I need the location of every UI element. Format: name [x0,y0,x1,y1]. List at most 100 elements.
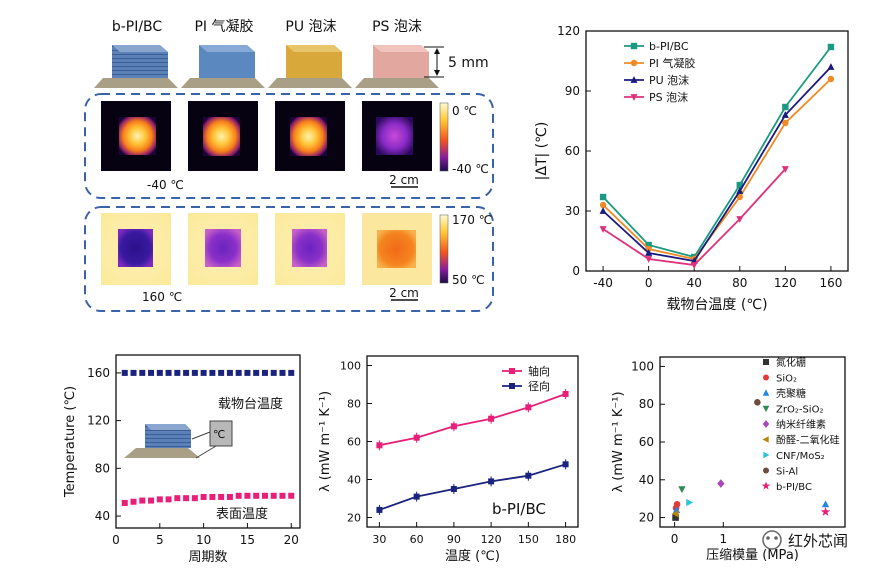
x-tick-label: 1 [719,532,727,546]
data-point [645,241,652,249]
data-point [599,207,607,214]
data-point [156,369,163,376]
y-tick-label: 60 [565,144,580,158]
thermometer-label: ℃ [213,428,225,441]
axes-frame [585,30,849,272]
cold-temp-label: -40 ℃ [147,178,184,192]
y-axis-label: Temperature (℃) [63,386,78,498]
y-axis-label: λ (mW m⁻¹ K⁻¹) [318,391,333,492]
hot-ir-box [84,206,494,312]
series-line [602,46,832,259]
legend-label: ZrO₂-SiO₂ [776,405,823,416]
legend-label: b-PI/BC [649,40,689,53]
x-tick-label: 60 [410,533,424,546]
data-point [139,497,146,504]
data-point [226,369,233,376]
data-point [488,478,495,485]
data-point [279,492,286,499]
legend-label: b-PI/BC [776,482,812,493]
legend-marker [763,451,770,459]
data-point [673,501,681,508]
data-point [261,369,268,376]
data-point [244,492,251,499]
data-point [235,369,242,376]
x-axis-label: 载物台温度 (℃) [666,297,767,313]
y-tick-label: 40 [639,473,654,487]
data-point [209,369,216,376]
legend-label: PS 泡沫 [649,90,688,104]
data-point [781,111,789,118]
data-point [165,369,172,376]
x-tick-label: 30 [372,533,386,546]
data-point [717,479,725,488]
data-point [209,493,216,500]
data-point [121,499,128,506]
x-axis-label: 温度 (℃) [445,548,500,564]
data-point [671,510,679,518]
y-tick-label: 80 [95,461,110,475]
legend-marker [509,368,515,374]
x-tick-label: 0 [112,533,120,547]
data-point [736,187,744,194]
data-point [645,249,653,256]
cold-colorbar-top: 0 ℃ [452,104,477,118]
data-point [827,63,835,70]
y-tick-label: 30 [565,204,580,218]
y-tick-label: 60 [639,435,654,449]
data-point [165,496,172,503]
series-line [602,66,832,262]
y-tick-label: 20 [347,512,361,525]
data-point [139,369,146,376]
data-point [686,498,694,507]
data-point [376,506,383,513]
legend-marker [630,76,638,83]
series-line [602,78,832,261]
cycle-inset-diagram: ℃ [124,420,233,459]
data-point [148,497,155,504]
panel-ir-images: b-PI/BC PI 气凝胶 PU 泡沫 PS 泡沫 [84,18,494,312]
x-tick-label: 40 [687,276,702,290]
chart-lambda-temp: 30 60 90 120 150 180 20 40 60 80 100 温度 (℃) λ (mW m⁻… [318,355,579,564]
legend-label: CNF/MoS₂ [776,451,825,462]
legend-marker [762,420,770,428]
data-point [488,415,495,422]
data-point [183,495,190,502]
hot-scalebar-label: 2 cm [389,286,419,300]
y-tick-label: 90 [565,84,580,98]
legend-marker [630,94,638,101]
data-point [736,181,743,189]
data-point [279,369,286,376]
y-tick-label: 160 [87,366,110,380]
legend-label: PU 泡沫 [649,73,689,87]
data-point [253,492,260,499]
data-point [821,500,830,508]
data-point [562,461,569,468]
legend-label: SiO₂ [776,374,797,385]
x-tick-label: 90 [447,533,461,546]
cold-scalebar-label: 2 cm [389,173,419,187]
legend-marker [761,481,771,490]
sample-label: PU 泡沫 [285,19,336,35]
x-tick-label: 180 [555,533,576,546]
hot-temp-label: 160 ℃ [142,290,182,304]
data-point [450,423,457,430]
data-point [645,256,653,263]
y-tick-label: 80 [347,398,361,411]
legend-marker [509,383,515,389]
data-point [130,498,137,505]
chart-lambda-modulus: 0 1 20 40 60 80 100 压缩模量 (MPa) λ (mW m⁻¹ K⁻¹) 氮化硼… [611,356,846,563]
axes-frame [115,354,301,529]
data-point [235,492,242,499]
y-axis-label: λ (mW m⁻¹ K⁻¹) [611,391,626,492]
x-tick-label: 150 [518,533,539,546]
legend-marker [630,59,638,67]
data-point [525,472,532,479]
series-line [602,168,786,266]
y-tick-label: 40 [95,509,110,523]
data-point [782,103,789,111]
x-axis-label: 压缩模量 (MPa) [706,547,799,563]
y-tick-label: 100 [631,359,654,373]
data-point [174,495,181,502]
data-point [288,369,295,376]
